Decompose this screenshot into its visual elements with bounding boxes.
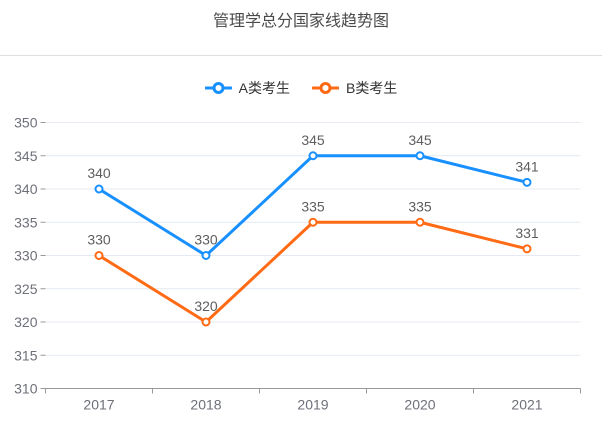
data-point-marker <box>308 217 318 227</box>
legend-line-circle-icon <box>204 82 232 94</box>
data-label: 331 <box>515 225 539 241</box>
x-axis-label: 2021 <box>511 397 542 413</box>
x-axis-label: 2017 <box>83 397 114 413</box>
data-label: 345 <box>301 132 325 148</box>
data-label: 341 <box>515 158 539 174</box>
legend-label: B类考生 <box>346 80 398 96</box>
legend-line-circle-icon <box>312 82 339 94</box>
data-point-marker <box>201 251 211 260</box>
y-axis-label: 315 <box>14 347 38 363</box>
y-axis-label: 345 <box>14 148 38 164</box>
x-axis-label: 2018 <box>190 397 221 413</box>
data-point-marker <box>522 244 532 254</box>
data-point-marker <box>415 217 425 227</box>
data-label: 330 <box>194 232 218 248</box>
data-label: 330 <box>87 232 111 248</box>
y-axis-label: 325 <box>14 281 38 297</box>
y-axis-label: 350 <box>14 115 38 131</box>
title-divider <box>0 55 602 56</box>
data-label: 320 <box>194 298 218 314</box>
y-axis-label: 320 <box>14 314 38 330</box>
series-line-b <box>97 220 529 324</box>
data-label: 335 <box>301 198 325 214</box>
data-point-marker <box>308 151 318 161</box>
data-point-marker <box>522 177 532 187</box>
legend-label: A类考生 <box>238 80 290 96</box>
data-point-marker <box>94 251 104 260</box>
data-label: 335 <box>408 198 432 214</box>
y-axis-label: 330 <box>14 248 38 264</box>
data-point-marker <box>415 151 425 161</box>
x-axis-label: 2019 <box>297 397 328 413</box>
y-axis-label: 335 <box>14 214 38 230</box>
legend-item-a[interactable]: A类考生 <box>204 78 290 98</box>
data-point-marker <box>201 317 211 327</box>
data-label: 340 <box>87 165 111 181</box>
y-axis-label: 310 <box>14 381 38 397</box>
legend-item-b[interactable]: B类考生 <box>312 78 397 98</box>
x-axis-label: 2020 <box>404 397 435 413</box>
data-point-marker <box>94 184 104 194</box>
y-axis-label: 340 <box>14 181 38 197</box>
chart-title: 管理学总分国家线趋势图 <box>212 13 389 30</box>
chart-legend: A类考生 B类考生 <box>0 78 602 98</box>
data-label: 345 <box>408 132 432 148</box>
